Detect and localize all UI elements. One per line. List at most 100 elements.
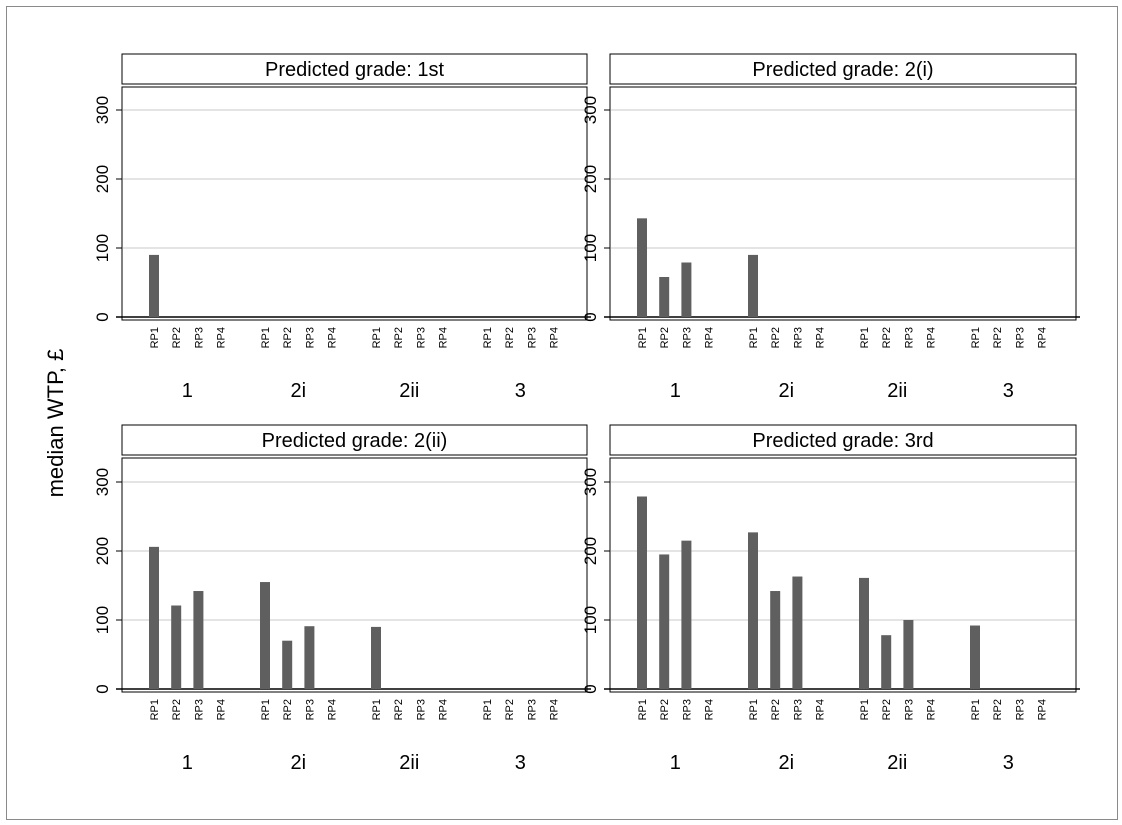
category-label: RP3 (681, 699, 693, 720)
category-label: RP1 (859, 699, 871, 720)
bar (903, 620, 914, 689)
y-tick-label: 200 (93, 165, 112, 193)
group-label: 2i (291, 380, 307, 402)
category-label: RP2 (282, 699, 294, 720)
category-label: RP4 (1037, 327, 1049, 348)
panel-title-box (609, 53, 1077, 85)
category-label: RP2 (282, 327, 294, 348)
group-label: 2ii (399, 752, 419, 774)
y-tick-label: 0 (581, 684, 600, 693)
group-label: 3 (515, 752, 526, 774)
y-tick-label: 100 (581, 234, 600, 262)
group-label: 2ii (399, 380, 419, 402)
bar (881, 635, 892, 689)
category-label: RP3 (193, 699, 205, 720)
category-label: RP4 (438, 327, 450, 348)
group-label: 2i (779, 752, 795, 774)
category-label: RP3 (415, 327, 427, 348)
category-label: RP3 (415, 699, 427, 720)
category-label: RP2 (393, 699, 405, 720)
y-tick-label: 200 (93, 537, 112, 565)
category-label: RP1 (637, 699, 649, 720)
bar (792, 576, 803, 689)
category-label: RP2 (770, 699, 782, 720)
group-label: 3 (1003, 380, 1014, 402)
category-label: RP3 (681, 327, 693, 348)
bar (282, 640, 293, 689)
category-label: RP2 (504, 327, 516, 348)
category-label: RP4 (216, 327, 228, 348)
category-label: RP2 (992, 699, 1004, 720)
category-label: RP2 (992, 327, 1004, 348)
group-label: 1 (182, 380, 193, 402)
category-label: RP2 (881, 327, 893, 348)
category-label: RP2 (881, 699, 893, 720)
y-tick-label: 300 (581, 468, 600, 496)
y-tick-label: 100 (93, 234, 112, 262)
plot-region (609, 86, 1077, 321)
bar (637, 218, 647, 317)
y-tick-label: 300 (581, 96, 600, 124)
category-label: RP1 (748, 699, 760, 720)
y-tick-label: 200 (581, 537, 600, 565)
category-label: RP1 (859, 327, 871, 348)
group-label: 2ii (887, 380, 907, 402)
category-label: RP4 (815, 327, 827, 348)
category-label: RP1 (482, 327, 494, 348)
panel-title-box (609, 424, 1077, 456)
bar (193, 591, 204, 689)
category-label: RP1 (970, 699, 982, 720)
bar (770, 591, 781, 689)
panel-title: Predicted grade: 3rd (752, 430, 933, 452)
category-label: RP4 (438, 699, 450, 720)
bar (171, 605, 182, 689)
y-tick-label: 300 (93, 468, 112, 496)
category-label: RP4 (704, 327, 716, 348)
bar (659, 276, 670, 317)
group-label: 2i (779, 380, 795, 402)
category-label: RP3 (304, 327, 316, 348)
group-label: 2ii (887, 752, 907, 774)
category-label: RP4 (327, 327, 339, 348)
plot-region (609, 457, 1077, 693)
bar (970, 625, 980, 689)
y-tick-label: 100 (93, 606, 112, 634)
bar (260, 582, 270, 689)
bar (681, 540, 692, 689)
panel-title-box (121, 53, 588, 85)
y-tick-label: 0 (93, 312, 112, 321)
category-label: RP2 (171, 699, 183, 720)
category-label: RP4 (1037, 699, 1049, 720)
category-label: RP4 (549, 699, 561, 720)
y-tick-label: 0 (581, 312, 600, 321)
panel-title: Predicted grade: 2(i) (752, 59, 933, 81)
y-tick-label: 300 (93, 96, 112, 124)
bar (304, 626, 315, 689)
category-label: RP1 (970, 327, 982, 348)
y-tick-label: 100 (581, 606, 600, 634)
y-tick-label: 200 (581, 165, 600, 193)
category-label: RP4 (926, 699, 938, 720)
category-label: RP1 (482, 699, 494, 720)
category-label: RP2 (659, 327, 671, 348)
category-label: RP4 (216, 699, 228, 720)
group-label: 2i (291, 752, 307, 774)
category-label: RP3 (903, 327, 915, 348)
category-label: RP1 (371, 327, 383, 348)
y-axis-label: median WTP, £ (43, 349, 68, 498)
category-label: RP4 (704, 699, 716, 720)
category-label: RP1 (260, 327, 272, 348)
category-label: RP1 (149, 699, 161, 720)
plot-region (121, 86, 588, 321)
category-label: RP4 (926, 327, 938, 348)
bar (748, 532, 758, 689)
bar (149, 254, 159, 317)
bar (149, 546, 159, 689)
category-label: RP3 (193, 327, 205, 348)
category-label: RP1 (149, 327, 161, 348)
category-label: RP3 (792, 327, 804, 348)
category-label: RP2 (393, 327, 405, 348)
bar (637, 496, 647, 689)
group-label: 1 (182, 752, 193, 774)
